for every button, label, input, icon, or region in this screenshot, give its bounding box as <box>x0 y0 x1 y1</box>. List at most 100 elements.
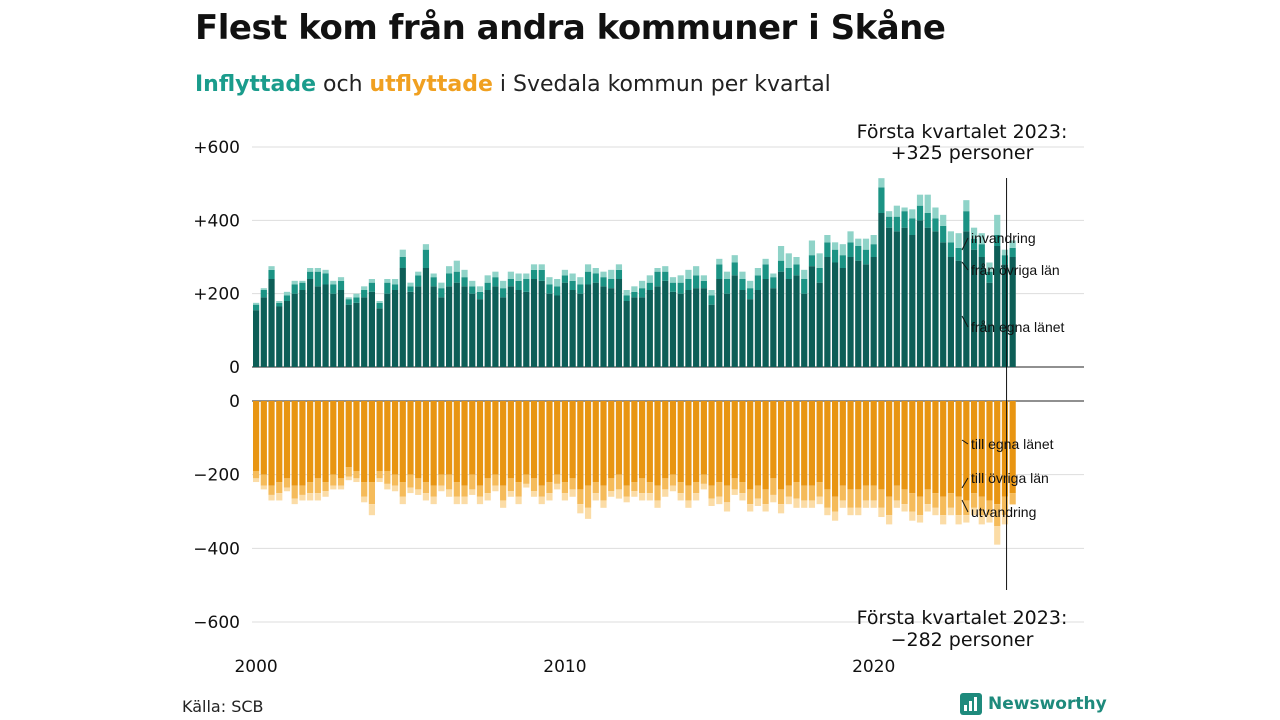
bar-inflow-other-counties <box>886 216 893 228</box>
bar-inflow-other-counties <box>824 242 831 257</box>
bar-outflow-own-county <box>337 401 345 479</box>
bar-outflow-emigration <box>916 515 924 523</box>
bar-outflow-own-county <box>530 401 538 479</box>
bar-outflow-emigration <box>963 515 970 523</box>
bar-outflow-other-counties <box>994 504 1001 527</box>
bar-inflow-other-counties <box>600 277 607 287</box>
bar-outflow-emigration <box>669 485 677 492</box>
bar-outflow-emigration <box>646 493 653 501</box>
bar-inflow-immigration <box>530 264 538 270</box>
bar-inflow-other-counties <box>515 280 522 290</box>
bar-inflow-own-county <box>723 293 731 367</box>
bar-inflow-own-county <box>268 279 275 367</box>
bar-inflow-own-county <box>1009 257 1016 367</box>
series-leader-outflow <box>961 499 969 513</box>
bar-outflow-own-county <box>430 401 437 486</box>
bar-outflow-own-county <box>693 401 700 483</box>
bar-outflow-emigration <box>345 476 352 481</box>
bar-inflow-other-counties <box>693 275 700 289</box>
bar-inflow-other-counties <box>631 291 638 298</box>
bar-outflow-other-counties <box>476 485 484 497</box>
bar-outflow-own-county <box>353 401 360 471</box>
bar-outflow-own-county <box>461 401 468 486</box>
bar-inflow-immigration <box>407 282 414 287</box>
bar-inflow-other-counties <box>816 268 823 283</box>
bar-inflow-immigration <box>747 280 754 289</box>
bar-outflow-emigration <box>693 493 700 501</box>
bar-outflow-emigration <box>747 504 754 512</box>
bar-outflow-own-county <box>816 401 823 483</box>
bar-inflow-other-counties <box>662 271 669 281</box>
bar-outflow-emigration <box>986 515 993 523</box>
subtitle-rest: i Svedala kommun per kvartal <box>499 72 831 97</box>
bar-outflow-other-counties <box>600 485 607 501</box>
bar-outflow-own-county <box>492 401 499 475</box>
bar-inflow-own-county <box>399 268 406 367</box>
bar-inflow-other-counties <box>1009 247 1016 257</box>
bar-outflow-own-county <box>391 401 399 475</box>
bar-outflow-emigration <box>569 489 576 497</box>
bar-outflow-own-county <box>886 401 893 497</box>
bar-outflow-own-county <box>832 401 839 497</box>
bar-inflow-other-counties <box>893 216 900 232</box>
bar-inflow-other-counties <box>307 271 314 279</box>
bar-outflow-own-county <box>747 401 754 490</box>
bar-outflow-emigration <box>546 493 553 501</box>
bar-inflow-own-county <box>461 286 468 367</box>
y-tick-label-bottom: −200 <box>193 466 240 486</box>
bar-outflow-own-county <box>1009 401 1016 494</box>
bar-outflow-other-counties <box>314 478 321 494</box>
bar-inflow-own-county <box>886 227 893 367</box>
bar-outflow-other-counties <box>507 478 514 492</box>
bar-inflow-other-counties <box>538 269 545 281</box>
y-tick-label-bottom: −400 <box>193 539 240 559</box>
bar-inflow-own-county <box>569 290 576 367</box>
bar-outflow-own-county <box>438 401 445 475</box>
bar-inflow-immigration <box>870 235 877 245</box>
bar-outflow-own-county <box>785 401 792 486</box>
bar-outflow-own-county <box>893 401 900 486</box>
brand-logo: Newsworthy <box>960 693 1107 715</box>
bar-outflow-other-counties <box>554 474 561 484</box>
bar-outflow-other-counties <box>662 478 669 490</box>
bar-outflow-other-counties <box>654 485 661 501</box>
bar-outflow-other-counties <box>708 485 715 499</box>
bar-outflow-other-counties <box>584 485 592 508</box>
bar-outflow-own-county <box>909 401 916 494</box>
bar-inflow-own-county <box>916 220 924 367</box>
bar-outflow-own-county <box>754 401 761 486</box>
brand-name: Newsworthy <box>988 694 1107 714</box>
bar-outflow-other-counties <box>361 482 368 497</box>
bar-inflow-own-county <box>716 279 723 367</box>
bar-inflow-own-county <box>994 246 1001 367</box>
bar-inflow-immigration <box>507 271 514 279</box>
bar-inflow-immigration <box>963 200 970 212</box>
bar-outflow-emigration <box>662 489 669 497</box>
bar-outflow-own-county <box>361 401 368 483</box>
bar-inflow-immigration <box>353 293 360 298</box>
bar-outflow-emigration <box>754 498 761 506</box>
bar-inflow-other-counties <box>415 275 422 287</box>
bar-inflow-other-counties <box>484 282 491 290</box>
bar-inflow-other-counties <box>391 284 399 290</box>
bar-outflow-own-county <box>1001 401 1009 497</box>
bar-inflow-own-county <box>832 262 839 367</box>
bar-inflow-own-county <box>970 249 978 367</box>
bar-outflow-other-counties <box>685 485 692 501</box>
bar-outflow-other-counties <box>384 470 391 484</box>
axis-labels: +600 +400 +200 0 0 −200 −400 −600 2000 2010 2020 <box>193 138 895 677</box>
bar-inflow-other-counties <box>1001 255 1009 265</box>
bar-inflow-immigration <box>337 277 345 281</box>
bar-outflow-emigration <box>384 483 391 490</box>
bar-inflow-other-counties <box>754 275 761 290</box>
bar-outflow-emigration <box>592 493 599 501</box>
bar-inflow-own-county <box>337 290 345 367</box>
bar-inflow-own-county <box>438 297 445 367</box>
bar-outflow-own-county <box>291 401 298 486</box>
bar-inflow-immigration <box>569 273 576 281</box>
bar-inflow-other-counties <box>492 277 499 287</box>
bar-inflow-other-counties <box>330 284 337 294</box>
bar-inflow-immigration <box>878 178 885 188</box>
bar-inflow-other-counties <box>453 271 460 283</box>
bar-inflow-other-counties <box>870 244 877 257</box>
